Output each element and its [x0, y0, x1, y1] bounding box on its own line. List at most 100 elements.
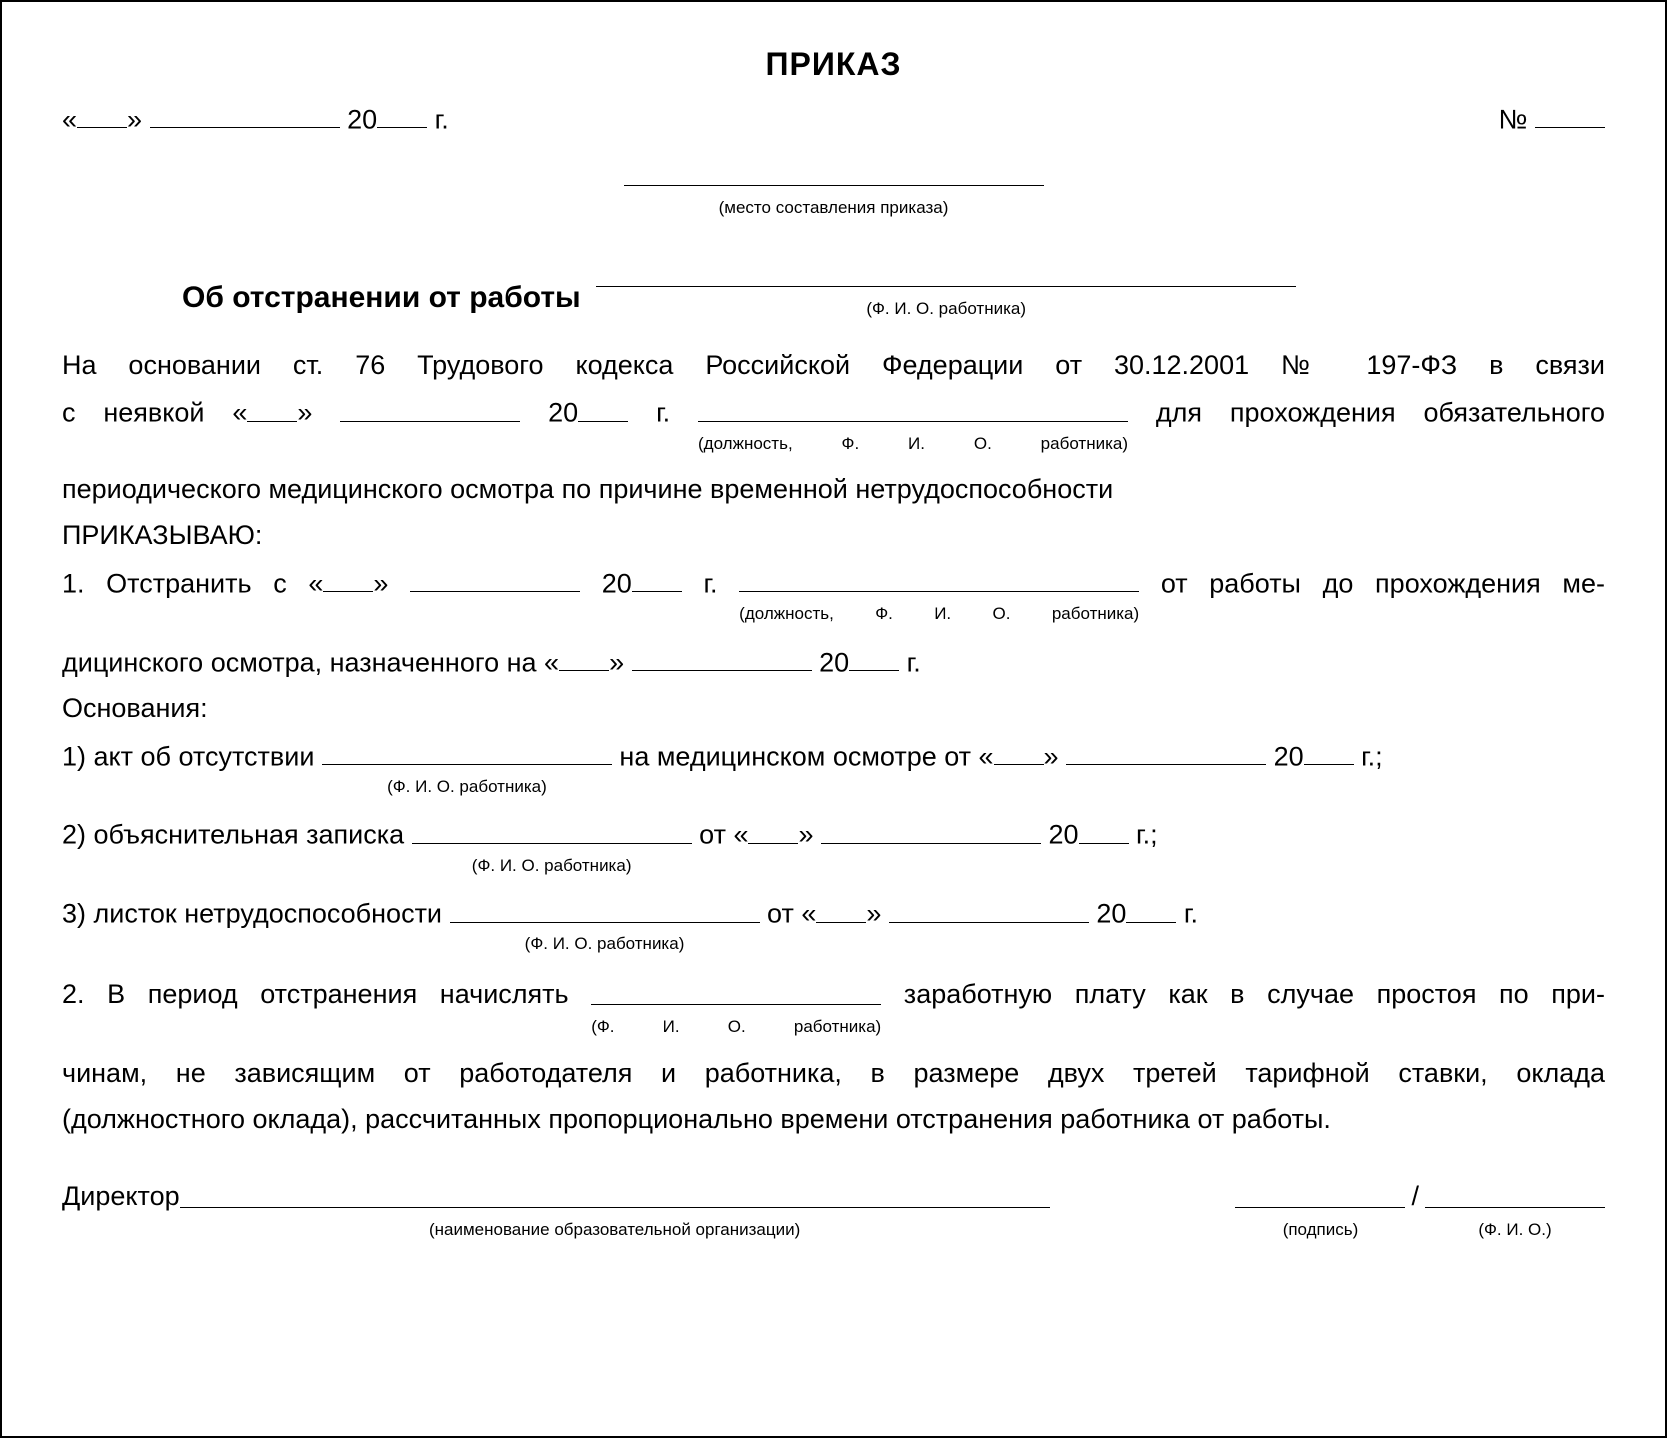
text: »	[297, 398, 340, 428]
text: от работы до прохождения ме-	[1139, 568, 1605, 598]
day-blank-6[interactable]	[748, 814, 798, 843]
year-blank-3[interactable]	[632, 563, 682, 592]
text: от «	[760, 899, 817, 929]
text: на медицинском осмотре от «	[612, 741, 994, 771]
text: г.	[899, 647, 921, 677]
text: 2) объяснительная записка	[62, 820, 412, 850]
text: 3) листок нетрудоспособности	[62, 899, 450, 929]
month-blank-5[interactable]	[1066, 736, 1266, 765]
text: 20	[812, 647, 850, 677]
month-blank-6[interactable]	[821, 814, 1041, 843]
month-blank-4[interactable]	[632, 642, 812, 671]
text: 20	[580, 568, 632, 598]
text: от «	[692, 820, 749, 850]
header-row: « » 20 г. №	[62, 99, 1605, 139]
org-caption: (наименование образовательной организаци…	[180, 1221, 1050, 1240]
ground2-fio-caption: (Ф. И. О. работника)	[412, 857, 692, 876]
subject-label: Об отстранении от работы	[182, 277, 581, 319]
day-blank-7[interactable]	[816, 893, 866, 922]
ground3-fio-blank[interactable]	[450, 893, 760, 922]
order-word: ПРИКАЗЫВАЮ:	[62, 517, 1605, 555]
text: г.	[628, 398, 698, 428]
text: 20	[1266, 741, 1304, 771]
quote-close: »	[127, 104, 142, 134]
position-fio-blank-2[interactable]	[739, 563, 1139, 592]
text: с неявкой «	[62, 398, 247, 428]
body-section: На основании ст. 76 Трудового кодекса Ро…	[62, 347, 1605, 1240]
day-blank[interactable]	[77, 99, 127, 128]
item2-fio-blank[interactable]	[591, 976, 881, 1005]
text: »	[609, 647, 632, 677]
place-blank[interactable]	[624, 157, 1044, 186]
month-blank-2[interactable]	[340, 392, 520, 421]
text: дицинского осмотра, назначенного на «	[62, 647, 559, 677]
item1-line1: 1. Отстранить с «» 20 г. (должность, Ф. …	[62, 563, 1605, 624]
director-row: Директор (наименование образовательной о…	[62, 1178, 1605, 1239]
year-blank[interactable]	[377, 99, 427, 128]
year-blank-7[interactable]	[1126, 893, 1176, 922]
month-blank-7[interactable]	[889, 893, 1089, 922]
slash: /	[1405, 1178, 1425, 1216]
year-blank-6[interactable]	[1079, 814, 1129, 843]
day-blank-4[interactable]	[559, 642, 609, 671]
text: г.;	[1354, 741, 1383, 771]
year-blank-4[interactable]	[849, 642, 899, 671]
year-suffix: г.	[435, 104, 449, 134]
grounds-label: Основания:	[62, 690, 1605, 728]
text: 1. Отстранить с «	[62, 568, 323, 598]
year-blank-2[interactable]	[578, 392, 628, 421]
text: »	[373, 568, 410, 598]
ground2-fio-blank[interactable]	[412, 814, 692, 843]
text: 20	[1041, 820, 1079, 850]
place-caption: (место составления приказа)	[624, 199, 1044, 218]
ground1-fio-blank[interactable]	[322, 736, 612, 765]
text: 20	[520, 398, 578, 428]
sign-blank[interactable]	[1235, 1178, 1405, 1207]
day-blank-3[interactable]	[323, 563, 373, 592]
document-page: ПРИКАЗ « » 20 г. № (место составления при…	[0, 0, 1667, 1438]
day-blank-5[interactable]	[994, 736, 1044, 765]
date-block: « » 20 г.	[62, 99, 449, 139]
subject-fio-blank[interactable]	[596, 258, 1296, 287]
org-blank[interactable]	[180, 1178, 1050, 1207]
body-line-2: с неявкой « » 20 г. (должность, Ф. И. О. …	[62, 392, 1605, 453]
position-fio-caption: (должность, Ф. И. О. работника)	[698, 435, 1128, 454]
item2-line2: чинам, не зависящим от работодателя и ра…	[62, 1055, 1605, 1093]
item2-fio-caption: (Ф. И. О. работника)	[591, 1018, 881, 1037]
subject-fio-caption: (Ф. И. О. работника)	[596, 300, 1296, 319]
year-blank-5[interactable]	[1304, 736, 1354, 765]
sign-caption: (подпись)	[1235, 1221, 1405, 1240]
text: »	[866, 899, 889, 929]
quote-open: «	[62, 104, 77, 134]
text: 1) акт об отсутствии	[62, 741, 322, 771]
body-line-3: периодического медицинского осмотра по п…	[62, 471, 1605, 509]
text: »	[798, 820, 821, 850]
body-line-1: На основании ст. 76 Трудового кодекса Ро…	[62, 347, 1605, 385]
ground-3: 3) листок нетрудоспособности (Ф. И. О. р…	[62, 893, 1605, 954]
fio-short-caption: (Ф. И. О.)	[1425, 1221, 1605, 1240]
text: заработную плату как в случае простоя по…	[881, 979, 1605, 1009]
fio-short-blank[interactable]	[1425, 1178, 1605, 1207]
number-block: №	[1499, 99, 1605, 139]
item2-line1: 2. В период отстранения начислять (Ф. И.…	[62, 976, 1605, 1037]
director-label: Директор	[62, 1178, 180, 1216]
text: 20	[1089, 899, 1127, 929]
number-label: №	[1499, 104, 1528, 134]
day-blank-2[interactable]	[247, 392, 297, 421]
ground3-fio-caption: (Ф. И. О. работника)	[450, 935, 760, 954]
subject-row: Об отстранении от работы (Ф. И. О. работ…	[62, 258, 1605, 319]
position-fio-caption-2: (должность, Ф. И. О. работника)	[739, 605, 1139, 624]
month-blank[interactable]	[150, 99, 340, 128]
ground1-fio-caption: (Ф. И. О. работника)	[322, 778, 612, 797]
number-blank[interactable]	[1535, 99, 1605, 128]
month-blank-3[interactable]	[410, 563, 580, 592]
document-title: ПРИКАЗ	[62, 42, 1605, 87]
text: г.;	[1129, 820, 1158, 850]
ground-2: 2) объяснительная записка (Ф. И. О. рабо…	[62, 814, 1605, 875]
text: г.	[1176, 899, 1198, 929]
year-prefix: 20	[347, 104, 377, 134]
position-fio-blank[interactable]	[698, 392, 1128, 421]
ground-1: 1) акт об отсутствии (Ф. И. О. работника…	[62, 736, 1605, 797]
item2-line3: (должностного оклада), рассчитанных проп…	[62, 1101, 1605, 1139]
item1-line2: дицинского осмотра, назначенного на « » 2…	[62, 642, 1605, 682]
